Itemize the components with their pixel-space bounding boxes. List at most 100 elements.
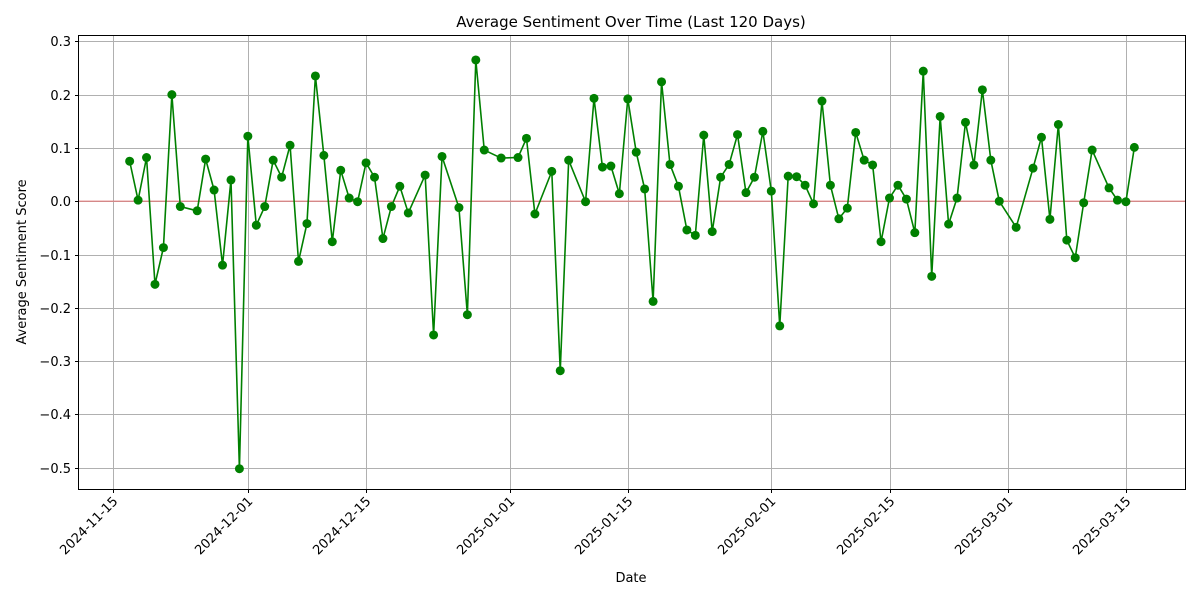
data-point [226,175,236,185]
data-point [581,197,591,207]
data-point [310,71,320,81]
data-point [353,197,363,207]
data-point [209,185,219,195]
y-tick-label: 0.1 [50,142,71,157]
y-tick-label: −0.5 [39,462,71,477]
y-tick-label: −0.4 [39,408,71,423]
data-point [901,194,911,204]
data-point [547,166,557,176]
data-point [462,310,472,320]
data-point [893,180,903,190]
data-point [1079,198,1089,208]
data-point [918,66,928,76]
data-point [319,150,329,160]
data-point [682,225,692,235]
data-point [1112,195,1122,205]
y-tick-label: −0.1 [39,249,71,264]
data-point [344,193,354,203]
data-point [640,184,650,194]
data-point [775,321,785,331]
data-point [868,160,878,170]
data-point [1062,235,1072,245]
data-point [792,172,802,182]
data-point [361,158,371,168]
x-axis-label: Date [615,571,646,586]
data-point [234,464,244,474]
data-point [125,156,135,166]
data-point [707,227,717,237]
y-tick-label: 0.3 [50,35,71,50]
data-point [268,155,278,165]
data-point [192,206,202,216]
data-point [1045,214,1055,224]
data-point [817,96,827,106]
data-point [133,195,143,205]
data-point [631,147,641,157]
data-point [606,161,616,171]
data-point [370,172,379,182]
data-point [175,202,185,212]
series-layer [125,55,1139,474]
data-point [1011,222,1021,232]
data-point [158,243,168,253]
data-point [859,155,869,165]
data-point [910,228,920,238]
data-point [564,155,574,165]
data-point [218,260,228,270]
data-point [142,153,152,163]
data-point [665,159,675,169]
data-point [1053,119,1063,129]
data-point [302,219,312,229]
y-tick-label: 0.0 [50,195,71,210]
data-point [336,165,346,175]
data-point [294,256,304,266]
y-tick-label: 0.2 [50,89,71,104]
series-line [128,59,1136,470]
data-point [834,214,844,224]
data-point [724,159,734,169]
data-point [1070,253,1080,263]
y-tick-label: −0.2 [39,302,71,317]
data-point [1129,142,1139,152]
data-point [648,296,658,306]
data-point [876,237,886,247]
data-point [420,170,430,180]
data-point [741,188,751,198]
data-point [809,199,819,209]
data-point [623,94,633,104]
data-point [986,155,996,165]
data-point [1028,163,1038,173]
data-point [885,193,894,203]
data-point [935,111,945,121]
data-point [1087,145,1097,155]
data-point [395,181,405,191]
data-point [386,202,396,212]
data-point [716,172,726,182]
data-point [969,160,979,170]
data-point [994,196,1004,206]
data-point [733,130,743,140]
plot-frame [78,35,1186,490]
data-point [521,133,531,143]
y-axis-label: Average Sentiment Score [15,179,30,344]
data-point [825,180,835,190]
data-point [749,172,759,182]
data-point [243,131,253,141]
data-point [327,237,337,247]
data-point [454,203,464,213]
data-point [1036,132,1046,142]
data-point [673,181,683,191]
data-point [167,90,177,100]
data-point [260,202,270,212]
data-point [530,209,540,219]
data-point [699,130,709,140]
data-point [783,171,793,181]
data-point [555,366,565,376]
data-point [1104,183,1114,193]
data-point [589,93,599,103]
data-point [471,55,481,65]
data-point [952,193,962,203]
y-axis-ticks: −0.5 −0.4 −0.3 −0.2 −0.1 0.0 0.1 0.2 0.3 [39,35,79,477]
